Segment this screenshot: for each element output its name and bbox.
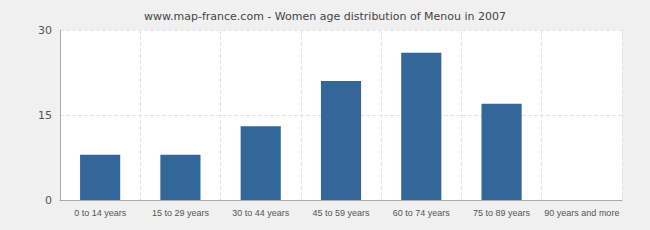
svg-text:www.map-france.com - Women age: www.map-france.com - Women age distribut… [144,10,506,23]
svg-text:30 to 44 years: 30 to 44 years [232,208,290,218]
svg-text:0: 0 [45,194,52,207]
svg-text:45 to 59 years: 45 to 59 years [312,208,370,218]
svg-text:0 to 14 years: 0 to 14 years [74,208,127,218]
svg-text:15 to 29 years: 15 to 29 years [152,208,210,218]
svg-text:15: 15 [38,109,52,122]
svg-text:60 to 74 years: 60 to 74 years [393,208,451,218]
svg-text:90 years and more: 90 years and more [544,208,619,218]
svg-text:30: 30 [38,24,52,37]
svg-text:75 to 89 years: 75 to 89 years [473,208,531,218]
